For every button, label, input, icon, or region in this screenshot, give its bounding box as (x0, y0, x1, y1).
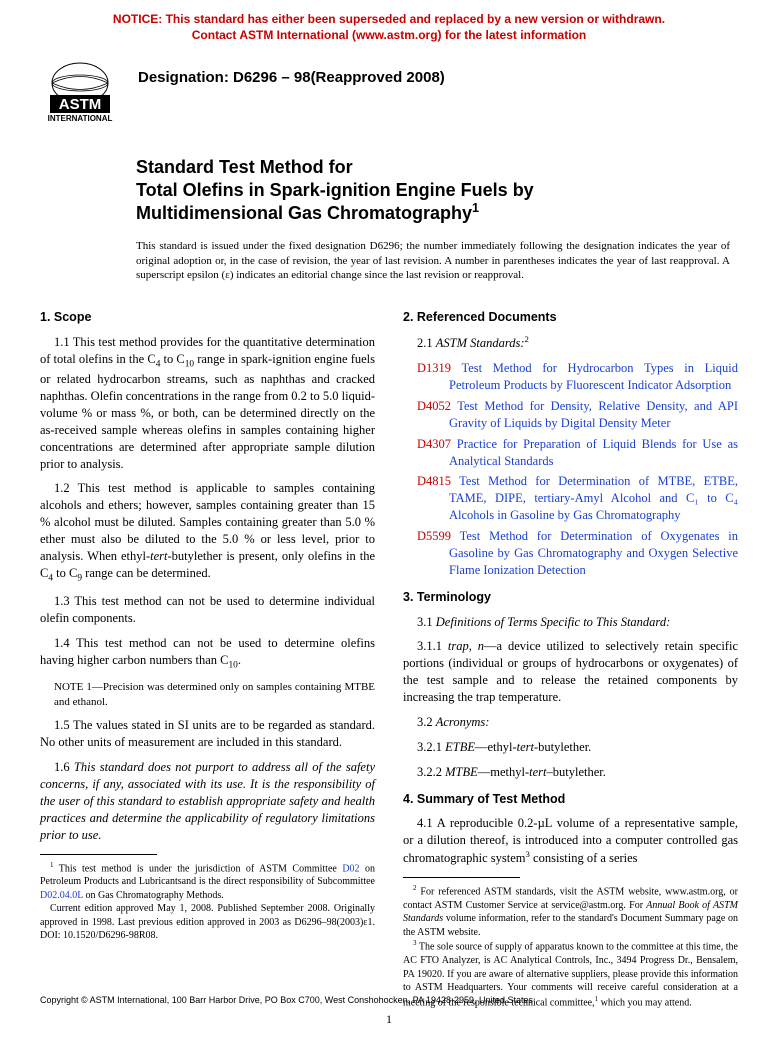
header-row: ASTM INTERNATIONAL Designation: D6296 – … (40, 61, 738, 128)
title-block: Standard Test Method for Total Olefins i… (136, 156, 738, 225)
title-lead: Standard Test Method for (136, 156, 738, 179)
term-head: 3. Terminology (403, 589, 738, 606)
reference-text: Test Method for Hydrocarbon Types in Liq… (449, 361, 738, 392)
svg-text:INTERNATIONAL: INTERNATIONAL (48, 114, 113, 123)
reference-text: Test Method for Density, Relative Densit… (449, 399, 738, 430)
para-1-5: 1.5 The values stated in SI units are to… (40, 717, 375, 751)
page-number: 1 (0, 1012, 778, 1027)
title-main2: Multidimensional Gas Chromatography1 (136, 201, 738, 225)
right-column: 2. Referenced Documents 2.1 ASTM Standar… (403, 303, 738, 1009)
reference-item[interactable]: D1319 Test Method for Hydrocarbon Types … (403, 360, 738, 394)
copyright: Copyright © ASTM International, 100 Barr… (40, 995, 533, 1005)
notice-banner: NOTICE: This standard has either been su… (40, 12, 738, 43)
note-1: NOTE 1—Precision was determined only on … (54, 680, 375, 710)
summary-head: 4. Summary of Test Method (403, 791, 738, 808)
footnote-rule-left (40, 854, 157, 855)
para-3-2: 3.2 Acronyms: (403, 714, 738, 731)
page: NOTICE: This standard has either been su… (0, 0, 778, 1041)
reference-code[interactable]: D4815 (417, 474, 451, 488)
para-1-2: 1.2 This test method is applicable to sa… (40, 480, 375, 585)
reference-text: Test Method for Determination of MTBE, E… (449, 474, 738, 522)
footnote-2: 2 For referenced ASTM standards, visit t… (403, 884, 738, 939)
scope-head: 1. Scope (40, 309, 375, 326)
para-1-4: 1.4 This test method can not be used to … (40, 635, 375, 672)
para-3-1-1: 3.1.1 trap, n—a device utilized to selec… (403, 638, 738, 706)
link-d02[interactable]: D02 (342, 863, 359, 874)
columns: 1. Scope 1.1 This test method provides f… (40, 303, 738, 1009)
link-d02-04-0l[interactable]: D02.04.0L (40, 890, 83, 901)
para-1-6: 1.6 This standard does not purport to ad… (40, 759, 375, 843)
left-column: 1. Scope 1.1 This test method provides f… (40, 303, 375, 1009)
notice-line1: NOTICE: This standard has either been su… (113, 12, 665, 26)
title-note: This standard is issued under the fixed … (136, 239, 730, 284)
reference-item[interactable]: D5599 Test Method for Determination of O… (403, 528, 738, 579)
footnote-1: 1 This test method is under the jurisdic… (40, 861, 375, 903)
reference-item[interactable]: D4307 Practice for Preparation of Liquid… (403, 436, 738, 470)
svg-text:ASTM: ASTM (59, 96, 102, 113)
reference-code[interactable]: D5599 (417, 529, 451, 543)
footnote-1b: Current edition approved May 1, 2008. Pu… (40, 902, 375, 943)
para-1-3: 1.3 This test method can not be used to … (40, 593, 375, 627)
para-2-1: 2.1 ASTM Standards:2 (403, 334, 738, 352)
ref-head: 2. Referenced Documents (403, 309, 738, 326)
reference-text: Practice for Preparation of Liquid Blend… (449, 437, 738, 468)
astm-logo: ASTM INTERNATIONAL (40, 61, 126, 128)
para-1-1: 1.1 This test method provides for the qu… (40, 334, 375, 472)
reference-code[interactable]: D1319 (417, 361, 451, 375)
footnote-rule-right (403, 877, 520, 878)
reference-code[interactable]: D4052 (417, 399, 451, 413)
para-3-2-1: 3.2.1 ETBE—ethyl-tert-butylether. (403, 739, 738, 756)
designation: Designation: D6296 – 98(Reapproved 2008) (138, 69, 445, 86)
para-3-2-2: 3.2.2 MTBE—methyl-tert–butylether. (403, 764, 738, 781)
para-4-1: 4.1 A reproducible 0.2-µL volume of a re… (403, 815, 738, 867)
para-3-1: 3.1 Definitions of Terms Specific to Thi… (403, 614, 738, 631)
reference-text: Test Method for Determination of Oxygena… (449, 529, 738, 577)
reference-item[interactable]: D4052 Test Method for Density, Relative … (403, 398, 738, 432)
notice-line2: Contact ASTM International (www.astm.org… (192, 28, 586, 42)
reference-item[interactable]: D4815 Test Method for Determination of M… (403, 473, 738, 524)
title-main1: Total Olefins in Spark-ignition Engine F… (136, 179, 738, 202)
references-list: D1319 Test Method for Hydrocarbon Types … (403, 360, 738, 579)
reference-code[interactable]: D4307 (417, 437, 451, 451)
